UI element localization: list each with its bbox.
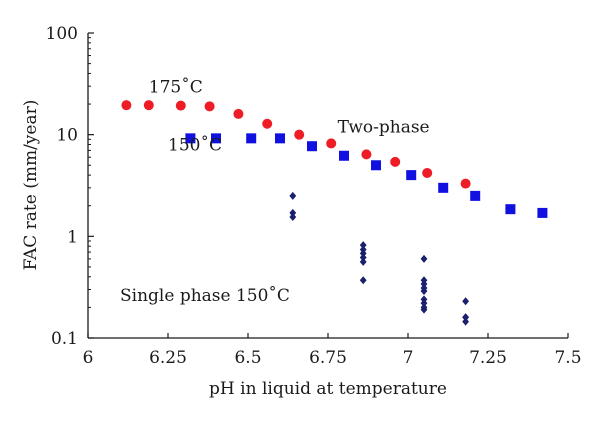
x-tick-label: 6.75 [309,348,347,368]
data-point-circle [175,100,186,111]
data-point-diamond [462,313,469,322]
data-point-diamond [420,299,428,308]
y-axis-ticks: 0.1 1 10 100 [46,24,94,349]
data-point-diamond [420,276,428,285]
data-point-diamond [420,305,428,314]
annotations: 175˚C 150˚C Two-phase Single phase 150˚C [120,77,430,306]
data-point-circle [361,149,372,160]
data-point-square [339,150,349,161]
data-point-diamond [359,257,367,266]
data-point-diamond [359,276,367,285]
data-point-diamond [289,208,297,217]
chart-annotation: 175˚C [149,77,203,97]
data-point-circle [262,118,273,129]
y-tick-label: 1 [67,227,78,247]
y-tick-label: 0.1 [51,329,78,349]
data-point-circle [422,167,433,178]
chart-annotation: 150˚C [168,135,222,155]
data-point-square [470,190,481,201]
data-point-diamond [289,191,297,200]
data-point-square [307,141,317,152]
data-point-square [438,182,449,193]
data-point-diamond [359,249,367,258]
data-point-square [275,133,285,144]
x-axis-title: pH in liquid at temperature [209,379,447,399]
x-tick-label: 7 [403,348,414,368]
data-point-square [185,133,196,144]
y-tick-label: 100 [46,24,78,44]
data-point-diamond [462,297,469,306]
x-tick-label: 7.25 [469,348,507,368]
x-axis-ticks: 6 6.25 6.5 6.75 7 7.25 7.5 [83,333,582,368]
data-point-diamond [420,254,428,263]
data-point-circle [460,178,471,189]
chart-annotation: Two-phase [338,118,430,138]
x-tick-label: 6.5 [234,348,261,368]
data-point-circle [121,100,132,111]
data-point-diamond [289,212,297,221]
chart-annotation: Single phase 150˚C [120,286,290,306]
data-point-circle [294,129,305,140]
data-point-square [246,133,257,144]
data-point-diamond [462,317,469,326]
data-point-square [537,207,548,218]
x-tick-label: 6.25 [149,348,187,368]
data-point-circle [204,101,215,112]
x-tick-label: 6 [83,348,94,368]
y-tick-label: 10 [56,126,78,146]
data-point-square [406,170,417,181]
data-point-square [211,133,221,144]
data-point-circle [326,138,337,149]
y-axis-title: FAC rate (mm/year) [21,100,41,271]
data-point-diamond [359,241,367,250]
data-point-circle [143,100,154,111]
x-tick-label: 7.5 [554,348,581,368]
data-point-square [371,160,381,171]
data-point-square [505,204,516,215]
data-point-diamond [359,253,367,262]
data-point-circle [390,156,401,167]
data-point-circle [233,108,244,119]
data-point-diamond [420,286,428,295]
data-points [121,100,548,326]
